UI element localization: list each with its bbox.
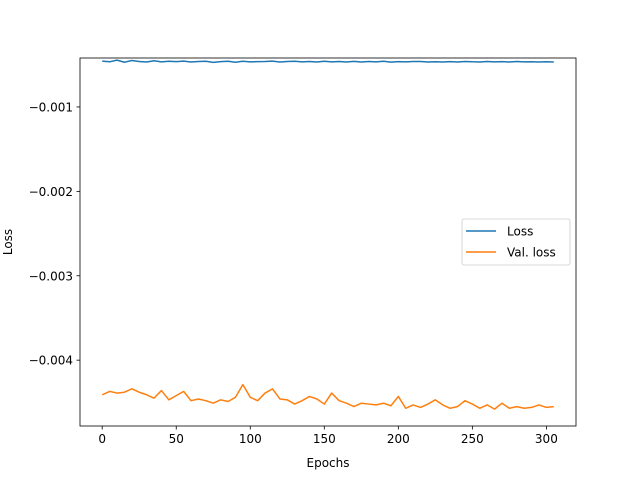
x-tick-label: 150: [313, 432, 336, 446]
legend-label-loss: Loss: [507, 225, 533, 239]
x-tick-label: 50: [169, 432, 184, 446]
x-tick-label: 300: [535, 432, 558, 446]
y-tick-label: −0.004: [29, 354, 73, 368]
y-tick-label: −0.001: [29, 100, 73, 114]
plot-frame: [79, 57, 577, 427]
series-line-loss: [102, 59, 554, 64]
y-axis-label: Loss: [1, 229, 15, 255]
x-tick-label: 200: [387, 432, 410, 446]
y-tick-label: −0.002: [29, 185, 73, 199]
x-tick-label: 250: [461, 432, 484, 446]
y-axis-ticks: −0.001 −0.002 −0.003 −0.004: [29, 100, 80, 368]
legend-label-val-loss: Val. loss: [507, 246, 556, 260]
x-axis-label: Epochs: [307, 456, 350, 470]
x-tick-label: 0: [98, 432, 106, 446]
x-tick-label: 100: [239, 432, 262, 446]
series-lines: [101, 59, 554, 410]
x-axis-ticks: 0 50 100 150 200 250 300: [98, 426, 558, 446]
legend: Loss Val. loss: [461, 218, 571, 266]
y-tick-label: −0.003: [29, 269, 73, 283]
series-line-val-loss: [101, 383, 554, 410]
